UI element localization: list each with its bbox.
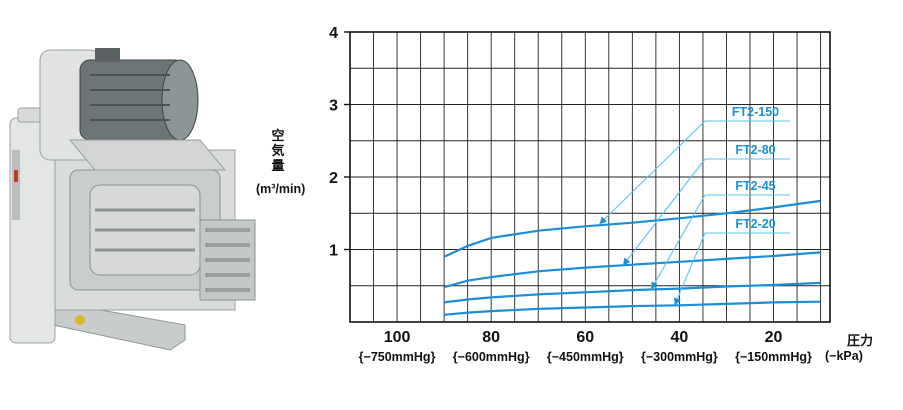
x-tick-label: 100 bbox=[384, 329, 411, 346]
mmhg-label: {−300mmHg} bbox=[641, 350, 718, 364]
callout-label: FT2-45 bbox=[735, 179, 775, 193]
y-tick-label: 2 bbox=[329, 170, 338, 187]
series-line-ft2-150 bbox=[443, 199, 821, 258]
x-axis-unit: (−kPa) bbox=[825, 349, 863, 363]
blower-machine-photo bbox=[0, 20, 300, 360]
callout-leader bbox=[650, 194, 706, 290]
callout-leader bbox=[622, 158, 706, 266]
callout-arrowhead bbox=[599, 216, 607, 225]
callout-label: FT2-150 bbox=[732, 105, 779, 119]
x-tick-label: 80 bbox=[482, 329, 500, 346]
y-tick-label: 1 bbox=[329, 243, 338, 260]
mmhg-label: {−750mmHg} bbox=[358, 350, 436, 364]
mmhg-label: {−450mmHg} bbox=[546, 350, 624, 364]
x-tick-label: 60 bbox=[576, 329, 594, 346]
y-axis-label: 空気量 bbox=[271, 128, 285, 173]
callout-arrowhead bbox=[651, 281, 658, 290]
x-axis-label: 圧力 bbox=[847, 333, 874, 348]
mmhg-label: {−150mmHg} bbox=[735, 350, 812, 364]
y-tick-label: 3 bbox=[329, 98, 338, 115]
plot-area: 1 2 3 4 100 80 60 40 20 FT2-150 FT2-80 FT2-45 FT2-20 bbox=[329, 25, 831, 346]
performance-chart: 空気量 (m³/min) 圧力 (−kPa) 1 2 3 4 100 80 60 40 20 FT… bbox=[250, 0, 903, 410]
series-line-ft2-20 bbox=[443, 300, 821, 316]
x-tick-label: 20 bbox=[765, 329, 783, 346]
callout-leader bbox=[599, 120, 706, 225]
series-line-ft2-45 bbox=[443, 281, 821, 304]
y-tick-label: 4 bbox=[329, 25, 338, 42]
mmhg-label: {−600mmHg} bbox=[452, 350, 530, 364]
callout-label: FT2-20 bbox=[735, 217, 775, 231]
mmhg-label-row: {−750mmHg} {−600mmHg} {−450mmHg} {−300mmHg}… bbox=[333, 350, 833, 368]
callout-label: FT2-80 bbox=[735, 143, 775, 157]
callout-leader bbox=[674, 232, 706, 306]
series-line-ft2-80 bbox=[443, 251, 821, 289]
x-tick-label: 40 bbox=[671, 329, 689, 346]
y-axis-unit: (m³/min) bbox=[256, 182, 306, 196]
callout-arrowhead bbox=[622, 257, 631, 266]
callout-arrowhead bbox=[674, 297, 681, 306]
